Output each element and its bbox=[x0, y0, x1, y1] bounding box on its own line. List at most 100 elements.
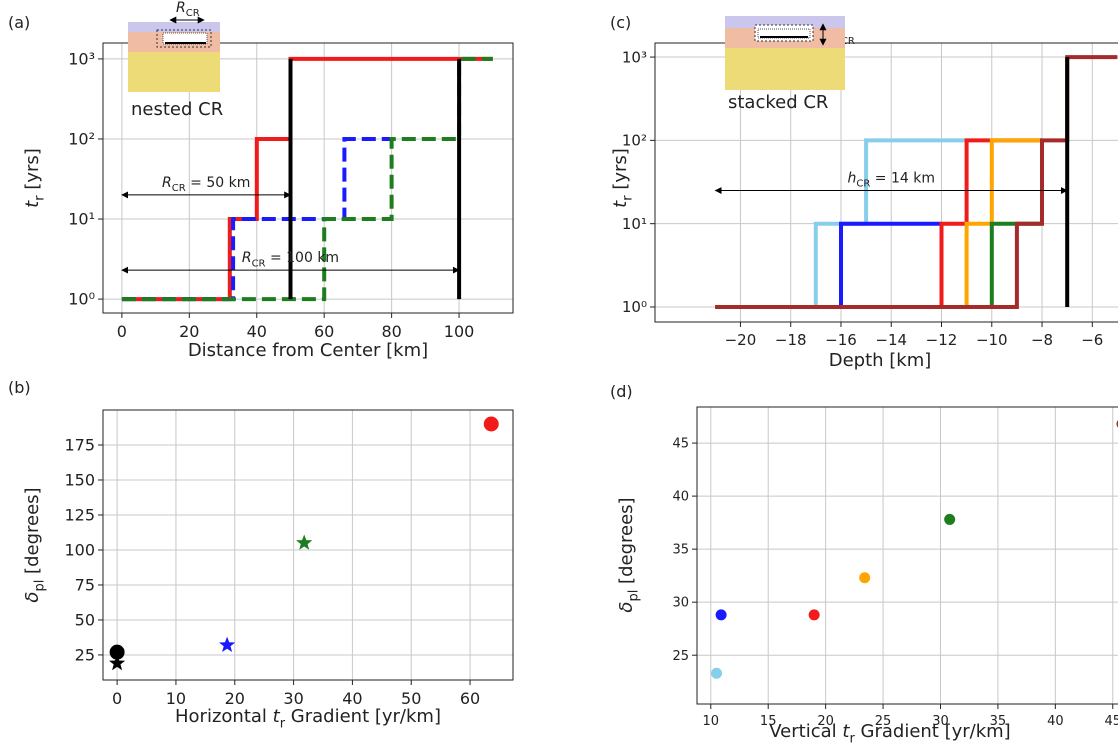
y-tick-label: 25 bbox=[75, 646, 95, 665]
x-tick-label: 0 bbox=[117, 322, 127, 341]
plot-frame bbox=[654, 42, 1118, 323]
x-tick-label: 40 bbox=[247, 322, 267, 341]
point bbox=[109, 644, 125, 660]
x-tick-label: −20 bbox=[725, 331, 757, 349]
x-tick-label: 20 bbox=[225, 689, 245, 708]
text-part: Vertical bbox=[769, 721, 842, 742]
point bbox=[715, 609, 727, 621]
x-tick-label: 15 bbox=[760, 714, 777, 729]
text-part: = 100 km bbox=[266, 250, 340, 266]
plot-frame bbox=[102, 42, 514, 314]
x-axis-label: Vertical tr Gradient [yr/km] bbox=[769, 721, 1010, 746]
panel: (d) 10 15 20 25 30 35 40 45 25 30 35 40 45 Vertical tr… bbox=[610, 382, 1118, 746]
text-part: Depth [km] bbox=[829, 350, 932, 371]
text-part: t bbox=[22, 200, 43, 208]
y-tick-label: 75 bbox=[75, 576, 95, 595]
text-part: r bbox=[620, 195, 635, 201]
y-tick-label: 10² bbox=[68, 130, 95, 149]
star-point bbox=[109, 654, 126, 671]
y-tick-label: 100 bbox=[64, 541, 95, 560]
panel-label: (a) bbox=[8, 13, 30, 32]
x-tick-label: 30 bbox=[932, 714, 949, 729]
x-tick-label: 30 bbox=[283, 689, 303, 708]
text-part: [yrs] bbox=[610, 148, 631, 195]
x-tick-label: 45 bbox=[1104, 714, 1118, 729]
text-part: pl bbox=[626, 590, 641, 602]
y-tick-label: 25 bbox=[672, 649, 689, 664]
inset-stacked bbox=[725, 16, 845, 90]
text-part: h bbox=[848, 171, 857, 187]
text-part: Gradient [yr/km] bbox=[285, 706, 441, 727]
x-tick-label: 40 bbox=[1047, 714, 1064, 729]
insets bbox=[128, 16, 845, 92]
text-part: r bbox=[849, 731, 855, 746]
point bbox=[808, 609, 820, 621]
text-part: [degrees] bbox=[616, 497, 637, 589]
x-tick-label: 40 bbox=[342, 689, 362, 708]
x-tick-label: −8 bbox=[1031, 331, 1053, 349]
text-part: R bbox=[162, 175, 172, 191]
text-part: t bbox=[842, 721, 850, 742]
panel-label: (b) bbox=[8, 378, 31, 397]
star-point bbox=[219, 636, 236, 652]
plot-area bbox=[715, 55, 1118, 309]
x-tick-label: 10 bbox=[166, 689, 186, 708]
x-tick-label: −12 bbox=[926, 331, 958, 349]
x-axis-label: Horizontal tr Gradient [yr/km] bbox=[175, 706, 441, 731]
x-tick-label: −6 bbox=[1081, 331, 1103, 349]
y-tick-label: 10³ bbox=[68, 50, 95, 69]
point bbox=[944, 513, 956, 525]
y-tick-label: 10² bbox=[622, 132, 647, 150]
y-axis-label: tr [yrs] bbox=[22, 148, 47, 208]
x-tick-label: −16 bbox=[825, 331, 857, 349]
point bbox=[859, 572, 871, 584]
y-axis-label: δpl [degrees] bbox=[22, 487, 47, 602]
text-part: = 50 km bbox=[186, 175, 251, 191]
text-part: pl bbox=[32, 580, 47, 592]
y-tick-label: 50 bbox=[75, 611, 95, 630]
x-tick-label: 20 bbox=[817, 714, 834, 729]
text-part: Gradient [yr/km] bbox=[855, 721, 1011, 742]
text-part: [yrs] bbox=[22, 148, 43, 195]
y-tick-label: 30 bbox=[672, 596, 689, 611]
panel: (a) 0 20 40 60 80 100 10⁰ 10¹ 10² 10³ Distance from… bbox=[8, 0, 514, 361]
panel: (c) −20 −18 −16 −14 −12 −10 −8 −6 10⁰ 10¹ 10² 10³ Dep… bbox=[610, 13, 1118, 371]
inset-caption: stacked CR bbox=[728, 92, 828, 113]
x-axis-label: Depth [km] bbox=[829, 350, 932, 371]
text-part: δ bbox=[616, 602, 637, 613]
annotation: RCR = 50 km bbox=[162, 175, 250, 194]
text-part: δ bbox=[22, 592, 43, 603]
panel-label: (d) bbox=[610, 382, 633, 401]
y-tick-label: 10¹ bbox=[622, 215, 647, 233]
plot-area bbox=[121, 56, 493, 302]
text-part: [degrees] bbox=[22, 487, 43, 579]
x-tick-label: 25 bbox=[875, 714, 892, 729]
y-tick-label: 150 bbox=[64, 471, 95, 490]
x-tick-label: 10 bbox=[703, 714, 720, 729]
text-part: CR bbox=[186, 8, 200, 19]
step-line bbox=[715, 221, 942, 309]
y-tick-label: 35 bbox=[672, 543, 689, 558]
star-point bbox=[296, 534, 313, 550]
y-tick-label: 10³ bbox=[622, 48, 647, 66]
text-part: CR bbox=[841, 36, 855, 47]
x-tick-label: 60 bbox=[314, 322, 334, 341]
annotation: RCR = 100 km bbox=[242, 250, 339, 269]
text-part: Distance from Center [km] bbox=[188, 340, 428, 361]
y-tick-label: 10⁰ bbox=[622, 298, 647, 316]
inset-nested bbox=[128, 16, 220, 92]
x-axis-label: Distance from Center [km] bbox=[188, 340, 428, 361]
annotation: hCR = 14 km bbox=[848, 171, 935, 190]
x-tick-label: 100 bbox=[444, 322, 475, 341]
y-tick-label: 45 bbox=[672, 437, 689, 452]
y-tick-label: 10¹ bbox=[68, 210, 95, 229]
x-tick-label: −18 bbox=[775, 331, 807, 349]
text-part: t bbox=[610, 200, 631, 208]
text-part: r bbox=[280, 716, 286, 731]
panel: (b) 0 10 20 30 40 50 60 25 50 75 100 125 150 175 Horizo… bbox=[8, 378, 514, 731]
y-axis-label: tr [yrs] bbox=[610, 148, 635, 208]
x-tick-label: −14 bbox=[875, 331, 907, 349]
plot-frame bbox=[102, 409, 514, 681]
y-tick-label: 40 bbox=[672, 490, 689, 505]
